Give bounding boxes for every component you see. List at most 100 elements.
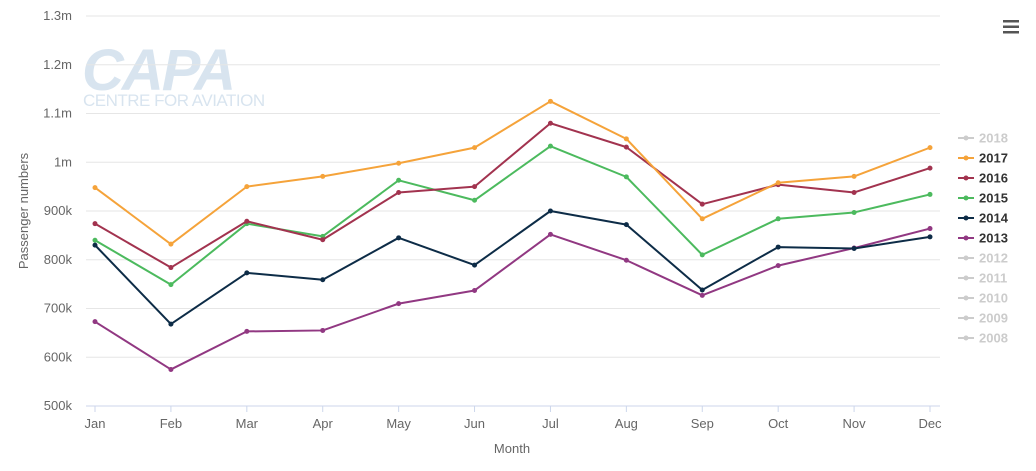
data-point[interactable]: [851, 246, 857, 252]
data-point[interactable]: [927, 145, 933, 151]
data-point[interactable]: [623, 257, 629, 263]
legend-item-2015[interactable]: 2015: [958, 191, 1008, 206]
legend-item-2010[interactable]: 2010: [958, 291, 1008, 306]
legend-item-2018[interactable]: 2018: [958, 131, 1008, 146]
legend-item-2009[interactable]: 2009: [958, 311, 1008, 326]
data-point[interactable]: [547, 208, 553, 214]
series-2016: [92, 120, 933, 271]
data-point[interactable]: [851, 209, 857, 215]
legend-item-2011[interactable]: 2011: [958, 271, 1007, 286]
y-tick-label: 1.2m: [43, 57, 72, 72]
data-point[interactable]: [851, 173, 857, 179]
data-point[interactable]: [851, 189, 857, 195]
data-point[interactable]: [320, 237, 326, 243]
x-tick-label: Jul: [542, 416, 559, 431]
data-point[interactable]: [472, 262, 478, 268]
y-tick-label: 500k: [44, 398, 73, 413]
data-point[interactable]: [927, 191, 933, 197]
data-point[interactable]: [699, 216, 705, 222]
data-point[interactable]: [623, 222, 629, 228]
series-2017: [92, 98, 933, 247]
data-point[interactable]: [623, 144, 629, 150]
data-point[interactable]: [927, 234, 933, 240]
data-point[interactable]: [168, 265, 174, 271]
y-tick-label: 900k: [44, 203, 73, 218]
data-point[interactable]: [396, 160, 402, 166]
series-line-2016: [94, 122, 931, 269]
data-point[interactable]: [396, 177, 402, 183]
chart-menu-button[interactable]: [998, 16, 1022, 38]
legend-item-2017[interactable]: 2017: [958, 151, 1008, 166]
x-tick-label: Sep: [691, 416, 714, 431]
legend-item-2013[interactable]: 2013: [958, 231, 1008, 246]
data-point[interactable]: [547, 98, 553, 104]
y-tick-label: 700k: [44, 301, 73, 316]
data-point[interactable]: [244, 218, 250, 224]
y-tick-label: 1.3m: [43, 8, 72, 23]
hamburger-menu-icon: [1003, 20, 1019, 34]
legend-label: 2015: [979, 191, 1008, 206]
data-point[interactable]: [699, 201, 705, 207]
data-point[interactable]: [472, 287, 478, 293]
data-point[interactable]: [472, 145, 478, 151]
data-point[interactable]: [775, 180, 781, 186]
data-point[interactable]: [396, 189, 402, 195]
data-point[interactable]: [92, 221, 98, 227]
data-point[interactable]: [775, 244, 781, 250]
x-tick-label: Dec: [918, 416, 942, 431]
data-point[interactable]: [168, 321, 174, 327]
data-point[interactable]: [699, 287, 705, 293]
legend-item-2008[interactable]: 2008: [958, 331, 1008, 346]
legend-label: 2011: [979, 271, 1007, 286]
data-point[interactable]: [92, 319, 98, 325]
y-axis: 500k 600k 700k 800k 900k 1m 1.1m 1.2m 1.3m: [43, 8, 72, 413]
data-point[interactable]: [547, 143, 553, 149]
legend-item-2012[interactable]: 2012: [958, 251, 1008, 266]
legend-label: 2014: [979, 211, 1009, 226]
legend-marker: [963, 175, 969, 181]
data-point[interactable]: [472, 197, 478, 203]
data-point[interactable]: [320, 173, 326, 179]
y-tick-label: 800k: [44, 252, 73, 267]
data-point[interactable]: [396, 301, 402, 307]
data-point[interactable]: [92, 185, 98, 191]
data-point[interactable]: [396, 235, 402, 241]
data-point[interactable]: [472, 184, 478, 190]
data-point[interactable]: [92, 237, 98, 243]
data-point[interactable]: [927, 165, 933, 171]
data-point[interactable]: [320, 327, 326, 333]
legend-item-2016[interactable]: 2016: [958, 171, 1008, 186]
data-point[interactable]: [699, 292, 705, 298]
legend-marker: [963, 195, 969, 201]
x-tick-label: May: [386, 416, 411, 431]
data-point[interactable]: [320, 277, 326, 283]
legend: 2018 2017 2016 2015 2014 2013 2012 2011 2010 2009…: [958, 131, 1009, 346]
data-point[interactable]: [92, 242, 98, 248]
data-point[interactable]: [775, 263, 781, 269]
data-point[interactable]: [168, 241, 174, 247]
data-point[interactable]: [927, 226, 933, 232]
data-point[interactable]: [244, 328, 250, 334]
data-point[interactable]: [623, 174, 629, 180]
data-point[interactable]: [623, 136, 629, 142]
legend-item-2014[interactable]: 2014: [958, 211, 1009, 226]
series-2014: [92, 208, 933, 327]
data-point[interactable]: [547, 231, 553, 237]
data-point[interactable]: [168, 366, 174, 372]
y-tick-label: 1m: [54, 154, 72, 169]
data-point[interactable]: [168, 282, 174, 288]
data-point[interactable]: [244, 184, 250, 190]
legend-label: 2008: [979, 331, 1008, 346]
data-point[interactable]: [547, 120, 553, 126]
data-point[interactable]: [699, 252, 705, 258]
legend-label: 2017: [979, 151, 1008, 166]
series-line-2014: [94, 210, 931, 326]
x-axis: Jan Feb Mar Apr May Jun Jul Aug Sep Oct Nov Dec: [85, 405, 942, 431]
legend-label: 2016: [979, 171, 1008, 186]
data-point[interactable]: [775, 216, 781, 222]
data-point[interactable]: [244, 270, 250, 276]
legend-marker: [963, 255, 969, 261]
x-tick-label: Nov: [843, 416, 867, 431]
x-tick-label: Oct: [768, 416, 789, 431]
